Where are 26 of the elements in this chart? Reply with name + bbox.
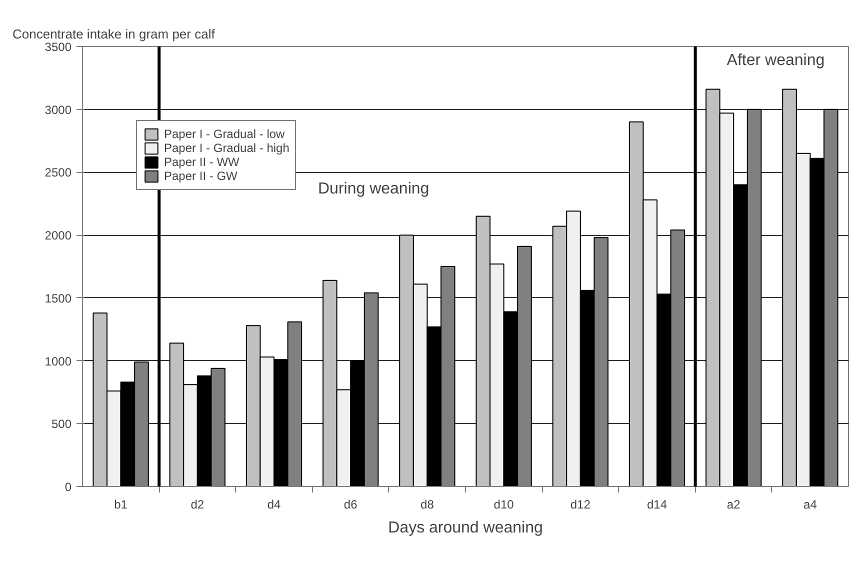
x-tick-label: b1 (114, 498, 128, 512)
y-tick-label: 2500 (44, 166, 72, 180)
y-axis-title: Concentrate intake in gram per calf (12, 26, 216, 42)
y-tick-label: 1000 (44, 354, 72, 368)
y-tick-label: 0 (64, 480, 72, 494)
annotation: After weaning (726, 52, 825, 70)
legend-label: Paper II - GW (164, 169, 238, 183)
x-tick-label: d8 (420, 498, 434, 512)
annotation: During weaning (318, 180, 430, 198)
legend-label: Paper I - Gradual - low (164, 127, 285, 141)
x-tick-label: d10 (494, 498, 514, 512)
x-axis-title: Days around weaning (388, 520, 543, 536)
legend-label: Paper II - WW (164, 155, 240, 169)
y-tick-label: 3000 (44, 102, 72, 117)
y-tick-label: 500 (51, 417, 72, 432)
y-tick-label: 2000 (44, 228, 72, 243)
legend-label: Paper I - Gradual - high (164, 141, 290, 155)
x-tick-label: a2 (726, 498, 741, 512)
x-tick-label: d4 (267, 498, 281, 512)
x-tick-label: a4 (804, 498, 818, 512)
y-tick-label: 3500 (44, 40, 72, 54)
y-tick-label: 1500 (44, 291, 72, 306)
x-tick-label: d14 (646, 498, 668, 512)
x-tick-label: d12 (570, 498, 591, 512)
x-tick-label: d2 (190, 498, 204, 512)
x-tick-label: d6 (344, 498, 358, 512)
